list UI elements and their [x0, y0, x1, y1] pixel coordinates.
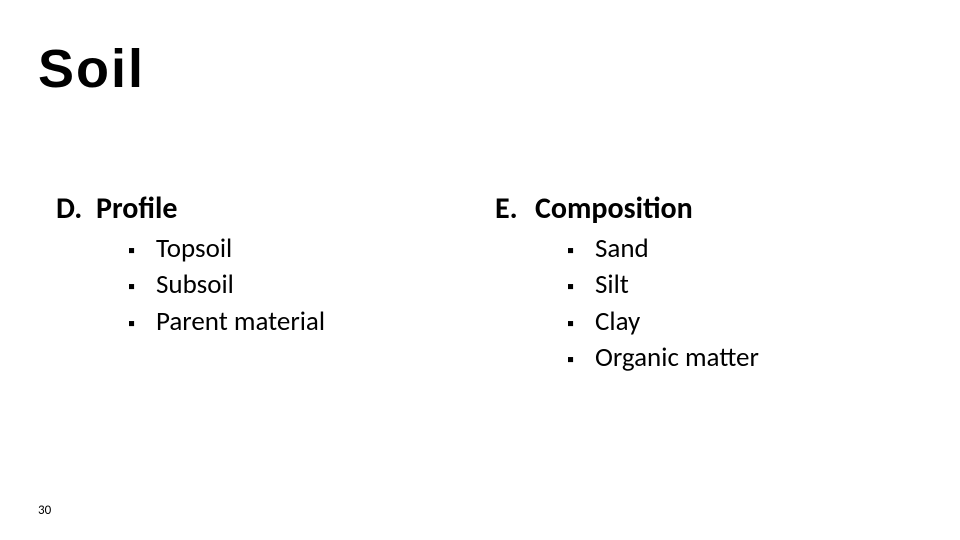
page-number: 30	[38, 503, 51, 518]
bullet-text: Sand	[595, 231, 649, 267]
list-item: ▪ Clay	[567, 304, 904, 340]
column-left: D. Profile ▪ Topsoil ▪ Subsoil ▪ Parent …	[56, 190, 465, 377]
section-title-composition: Composition	[527, 190, 693, 227]
bullet-icon: ▪	[567, 311, 595, 338]
bullet-text: Organic matter	[595, 340, 759, 376]
bullet-icon: ▪	[567, 274, 595, 301]
bullet-text: Parent material	[156, 304, 325, 340]
list-item: ▪ Subsoil	[128, 267, 465, 303]
section-d-heading: D. Profile	[56, 190, 465, 227]
bullet-list-composition: ▪ Sand ▪ Silt ▪ Clay ▪ Organic matter	[495, 231, 904, 377]
section-title-profile: Profile	[88, 190, 178, 227]
bullet-icon: ▪	[128, 274, 156, 301]
column-right: E. Composition ▪ Sand ▪ Silt ▪ Clay ▪	[465, 190, 904, 377]
bullet-text: Topsoil	[156, 231, 232, 267]
section-e-heading: E. Composition	[495, 190, 904, 227]
bullet-icon: ▪	[567, 238, 595, 265]
list-item: ▪ Topsoil	[128, 231, 465, 267]
bullet-list-profile: ▪ Topsoil ▪ Subsoil ▪ Parent material	[56, 231, 465, 340]
bullet-icon: ▪	[128, 238, 156, 265]
section-letter-d: D.	[56, 190, 88, 227]
bullet-text: Clay	[595, 304, 640, 340]
bullet-icon: ▪	[567, 347, 595, 374]
content-columns: D. Profile ▪ Topsoil ▪ Subsoil ▪ Parent …	[56, 190, 904, 377]
slide: Soil D. Profile ▪ Topsoil ▪ Subsoil ▪ Pa…	[0, 0, 960, 540]
page-title: Soil	[38, 38, 145, 100]
section-letter-e: E.	[495, 190, 527, 227]
bullet-icon: ▪	[128, 311, 156, 338]
list-item: ▪ Sand	[567, 231, 904, 267]
bullet-text: Subsoil	[156, 267, 234, 303]
list-item: ▪ Organic matter	[567, 340, 904, 376]
bullet-text: Silt	[595, 267, 629, 303]
list-item: ▪ Silt	[567, 267, 904, 303]
list-item: ▪ Parent material	[128, 304, 465, 340]
